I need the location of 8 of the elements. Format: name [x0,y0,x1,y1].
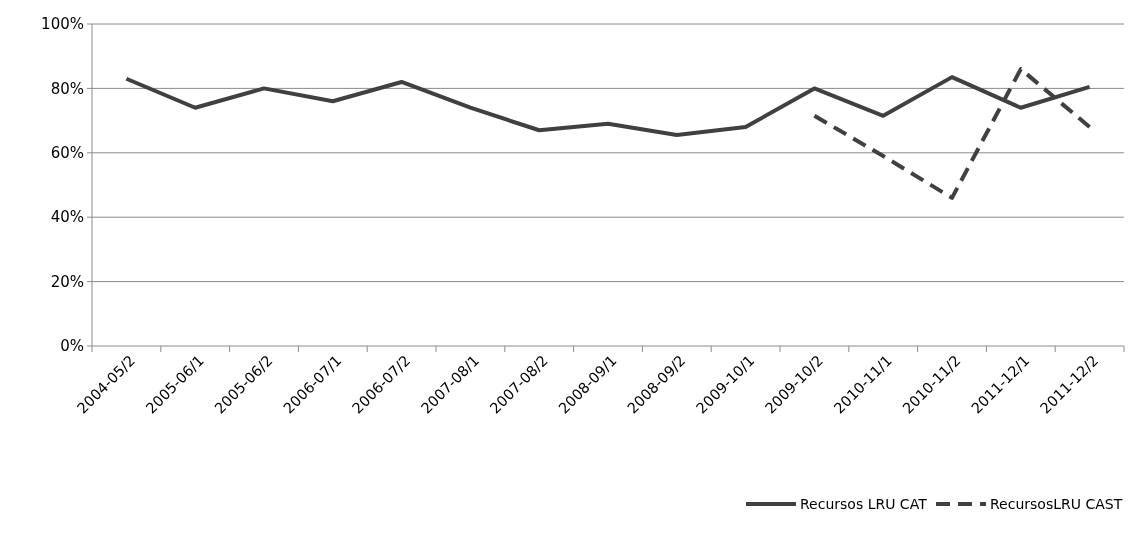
y-tick-label: 0% [60,337,84,356]
y-tick-label: 100% [41,15,84,34]
y-tick-label: 40% [50,208,84,227]
legend-label: Recursos LRU CAT [800,495,928,512]
legend-label: RecursosLRU CAST [990,495,1123,512]
y-tick-label: 80% [50,79,84,98]
y-tick-label: 20% [50,272,84,291]
y-tick-label: 60% [50,144,84,163]
